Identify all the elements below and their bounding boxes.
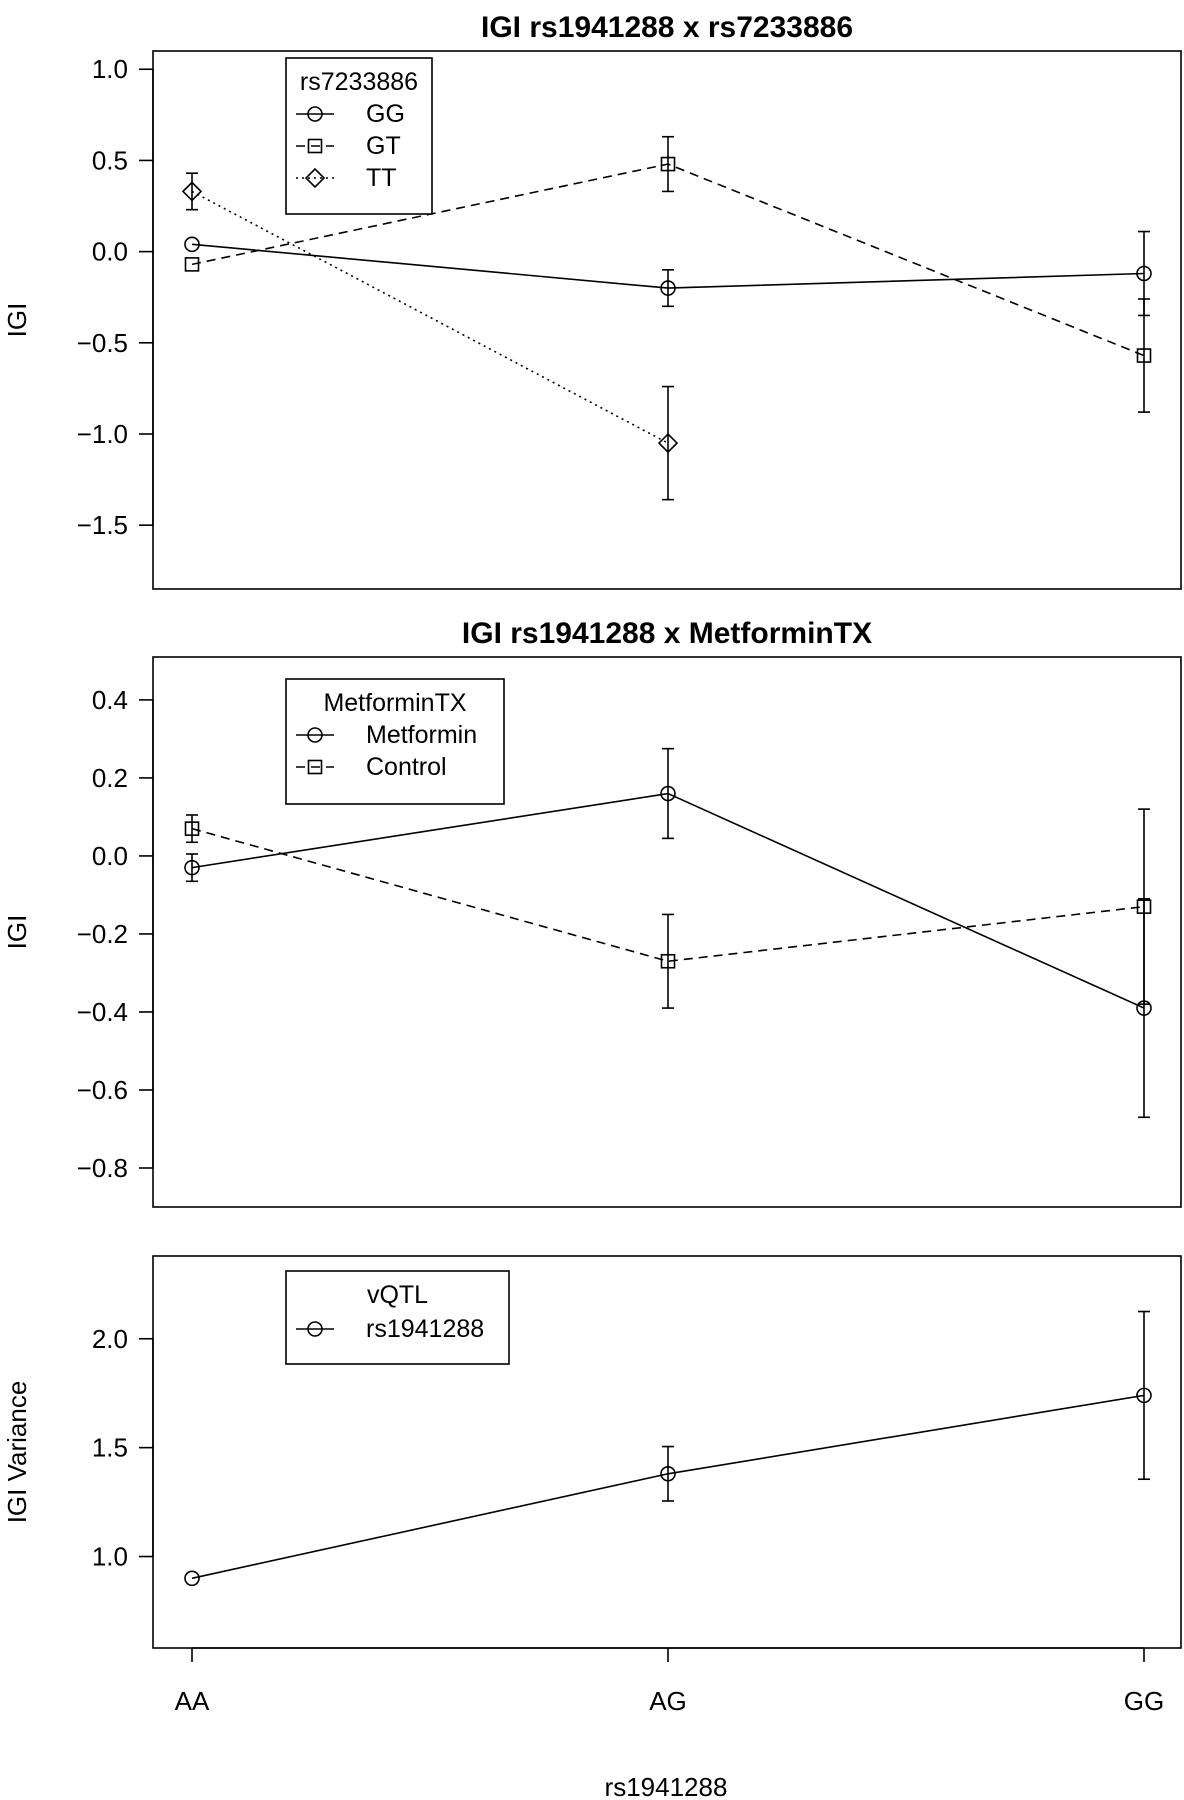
y-axis-label: IGI: [2, 303, 32, 338]
data-point-square: [184, 821, 200, 836]
chart-title: IGI rs1941288 x rs7233886: [481, 11, 853, 44]
y-tick-label: −0.2: [77, 919, 128, 949]
x-tick-label: GG: [1124, 1686, 1164, 1716]
y-tick-label: 0.2: [92, 763, 128, 793]
data-point-square: [1136, 348, 1152, 363]
data-point-circle: [1136, 1387, 1152, 1404]
y-tick-label: 1.5: [92, 1433, 128, 1463]
y-axis-label: IGI Variance: [2, 1381, 32, 1524]
y-tick-label: 1.0: [92, 54, 128, 84]
data-point-square: [184, 257, 200, 272]
data-point-diamond: [181, 181, 203, 202]
legend-marker-circle: [307, 1321, 323, 1337]
data-point-square: [1136, 899, 1152, 914]
x-tick-label: AA: [175, 1686, 210, 1716]
data-point-circle: [660, 1465, 676, 1482]
y-tick-label: 0.0: [92, 841, 128, 871]
series-line-control: [191, 827, 1145, 963]
x-axis-label: rs1941288: [605, 1772, 728, 1800]
legend-title: rs7233886: [300, 68, 418, 96]
y-tick-label: 0.0: [92, 237, 128, 267]
y-tick-label: −0.6: [77, 1075, 128, 1105]
data-point-circle: [184, 236, 200, 253]
legend-marker-circle: [307, 727, 323, 743]
y-tick-label: 2.0: [92, 1324, 128, 1354]
legend-marker-diamond: [304, 167, 326, 189]
x-tick-label: AG: [649, 1686, 687, 1716]
y-tick-label: −0.5: [77, 328, 128, 358]
legend-box: [285, 1270, 510, 1365]
data-point-circle: [184, 859, 200, 876]
y-tick-label: 0.4: [92, 685, 128, 715]
y-tick-label: −1.0: [77, 419, 128, 449]
y-tick-label: −0.4: [77, 997, 128, 1027]
legend-title: vQTL: [367, 1281, 428, 1309]
data-point-square: [660, 156, 676, 172]
data-point-circle: [1136, 265, 1152, 282]
y-tick-label: 0.5: [92, 145, 128, 175]
y-tick-label: −0.8: [77, 1153, 128, 1183]
legend-box: [285, 57, 433, 215]
legend-label: GT: [366, 132, 401, 160]
legend-label: Metformin: [366, 721, 477, 749]
legend-box: [285, 678, 505, 805]
legend-label: TT: [366, 164, 397, 192]
legend-title: MetforminTX: [323, 689, 466, 717]
legend-marker-square: [307, 759, 323, 775]
data-point-circle: [660, 280, 676, 296]
legend-label: Control: [366, 753, 447, 781]
legend-marker-circle: [307, 106, 323, 122]
data-point-diamond: [657, 432, 679, 454]
data-point-circle: [184, 1570, 200, 1587]
legend-label: rs1941288: [366, 1315, 484, 1343]
data-point-square: [660, 953, 676, 969]
data-point-circle: [660, 785, 676, 802]
y-tick-label: −1.5: [77, 510, 128, 540]
legend-label: GG: [366, 100, 405, 128]
y-tick-label: 1.0: [92, 1542, 128, 1572]
series-line-tt: [191, 190, 669, 444]
y-axis-label: IGI: [2, 915, 32, 950]
legend-marker-square: [307, 138, 323, 154]
chart-title: IGI rs1941288 x MetforminTX: [462, 617, 872, 650]
